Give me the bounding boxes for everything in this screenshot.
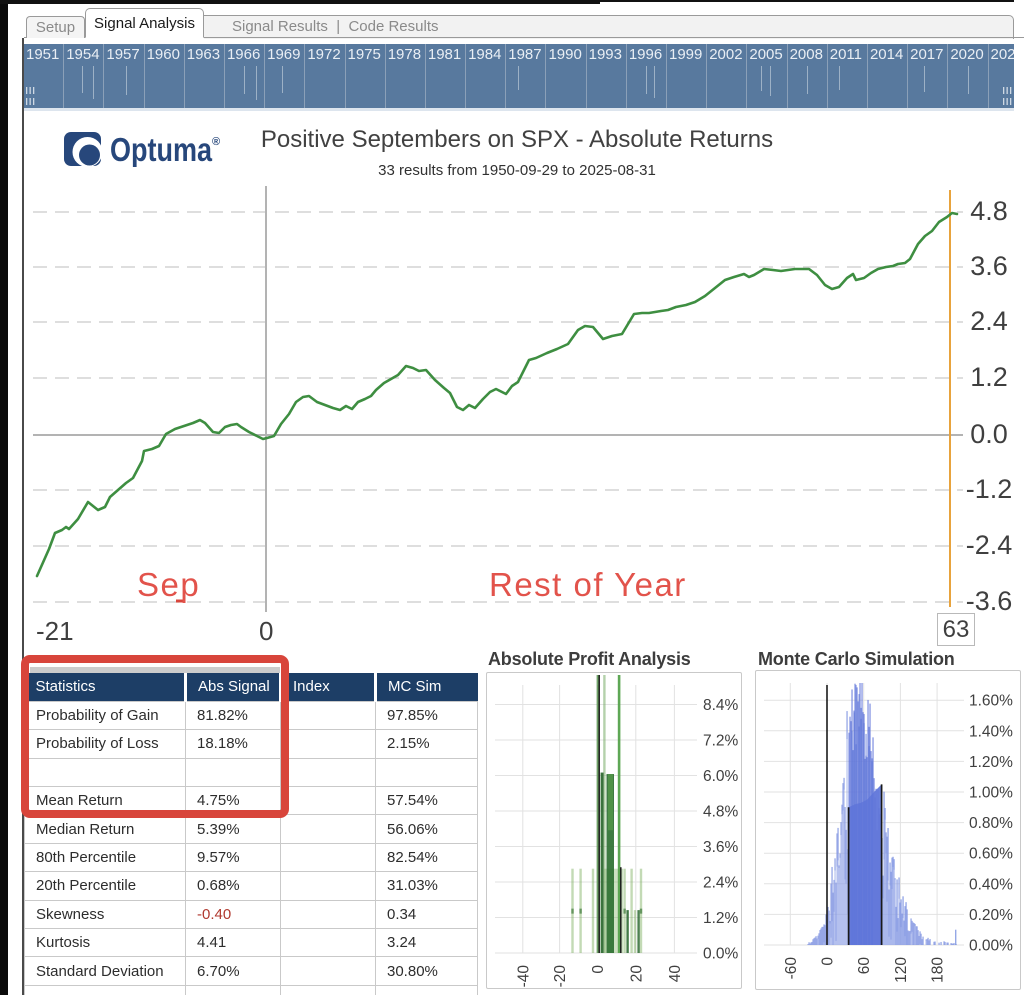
svg-text:7.2%: 7.2% — [703, 733, 739, 750]
svg-text:-60: -60 — [783, 957, 800, 980]
svg-text:0.0%: 0.0% — [703, 946, 739, 963]
svg-text:1.2%: 1.2% — [703, 910, 739, 927]
svg-text:-20: -20 — [552, 965, 569, 988]
svg-text:®: ® — [212, 136, 220, 148]
svg-text:3.6%: 3.6% — [703, 839, 739, 856]
svg-text:-40: -40 — [515, 965, 532, 988]
svg-text:Optuma: Optuma — [110, 131, 213, 167]
svg-text:40: 40 — [667, 965, 684, 983]
svg-text:2.4%: 2.4% — [703, 875, 739, 892]
svg-text:1.60%: 1.60% — [969, 693, 1013, 710]
svg-text:60: 60 — [856, 957, 873, 975]
svg-text:120: 120 — [893, 957, 910, 983]
svg-text:4.8%: 4.8% — [703, 804, 739, 821]
svg-text:1.20%: 1.20% — [969, 754, 1013, 771]
svg-text:0: 0 — [590, 965, 607, 974]
svg-text:1.00%: 1.00% — [969, 785, 1013, 802]
svg-text:0.40%: 0.40% — [969, 876, 1013, 893]
svg-text:0.00%: 0.00% — [969, 938, 1013, 955]
svg-text:0.20%: 0.20% — [969, 907, 1013, 924]
svg-text:1.40%: 1.40% — [969, 723, 1013, 740]
svg-text:0.60%: 0.60% — [969, 846, 1013, 863]
svg-text:0.80%: 0.80% — [969, 815, 1013, 832]
svg-text:180: 180 — [930, 957, 947, 983]
svg-text:6.0%: 6.0% — [703, 768, 739, 785]
svg-text:20: 20 — [628, 965, 645, 983]
svg-text:8.4%: 8.4% — [703, 697, 739, 714]
svg-text:0: 0 — [820, 957, 837, 966]
